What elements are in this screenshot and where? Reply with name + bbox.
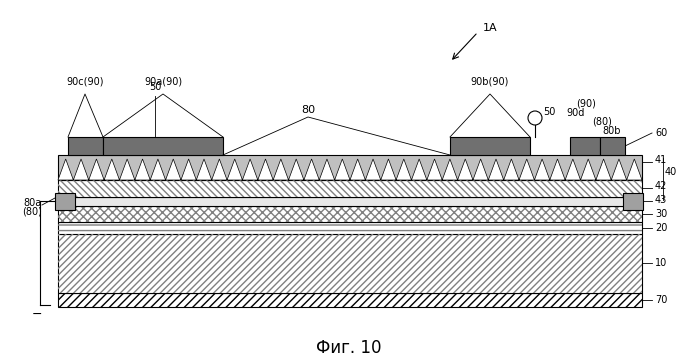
Bar bbox=[58, 293, 642, 307]
Text: 43: 43 bbox=[655, 195, 667, 205]
Text: 60: 60 bbox=[655, 128, 667, 138]
Text: 30: 30 bbox=[655, 209, 667, 219]
Bar bbox=[58, 222, 642, 234]
Bar bbox=[58, 155, 642, 180]
Bar bbox=[58, 234, 642, 293]
Bar bbox=[58, 222, 642, 234]
Bar bbox=[58, 206, 642, 222]
Text: 41: 41 bbox=[655, 155, 667, 165]
Bar bbox=[623, 193, 643, 210]
Bar bbox=[58, 206, 642, 222]
Text: 80: 80 bbox=[301, 105, 315, 115]
Text: (80): (80) bbox=[592, 117, 612, 127]
Bar bbox=[450, 137, 530, 155]
Text: 50: 50 bbox=[149, 82, 161, 92]
Polygon shape bbox=[58, 159, 642, 180]
Bar bbox=[58, 180, 642, 197]
Text: 90b(90): 90b(90) bbox=[471, 76, 509, 86]
Text: 80b: 80b bbox=[602, 126, 621, 136]
Text: 80a: 80a bbox=[23, 198, 41, 208]
Bar bbox=[570, 137, 600, 155]
Bar bbox=[68, 137, 103, 155]
Text: 10: 10 bbox=[655, 258, 667, 268]
Text: 1A: 1A bbox=[483, 23, 498, 33]
Text: 90d: 90d bbox=[566, 108, 584, 118]
Bar bbox=[55, 193, 75, 210]
Bar bbox=[58, 234, 642, 293]
Text: Фиг. 10: Фиг. 10 bbox=[316, 339, 382, 357]
Text: 90a(90): 90a(90) bbox=[144, 76, 182, 86]
Bar bbox=[58, 180, 642, 197]
Bar bbox=[600, 137, 625, 155]
Bar bbox=[58, 293, 642, 307]
Text: 42: 42 bbox=[655, 181, 667, 191]
Text: 40: 40 bbox=[665, 167, 677, 177]
Bar bbox=[58, 197, 642, 206]
Text: (80): (80) bbox=[22, 206, 42, 216]
Text: 50: 50 bbox=[543, 107, 556, 117]
Bar bbox=[103, 137, 223, 155]
Text: (90): (90) bbox=[576, 99, 596, 109]
Text: 20: 20 bbox=[655, 223, 667, 233]
Circle shape bbox=[528, 111, 542, 125]
Text: 70: 70 bbox=[655, 295, 667, 305]
Text: 90c(90): 90c(90) bbox=[66, 76, 104, 86]
Text: −: − bbox=[31, 308, 43, 321]
